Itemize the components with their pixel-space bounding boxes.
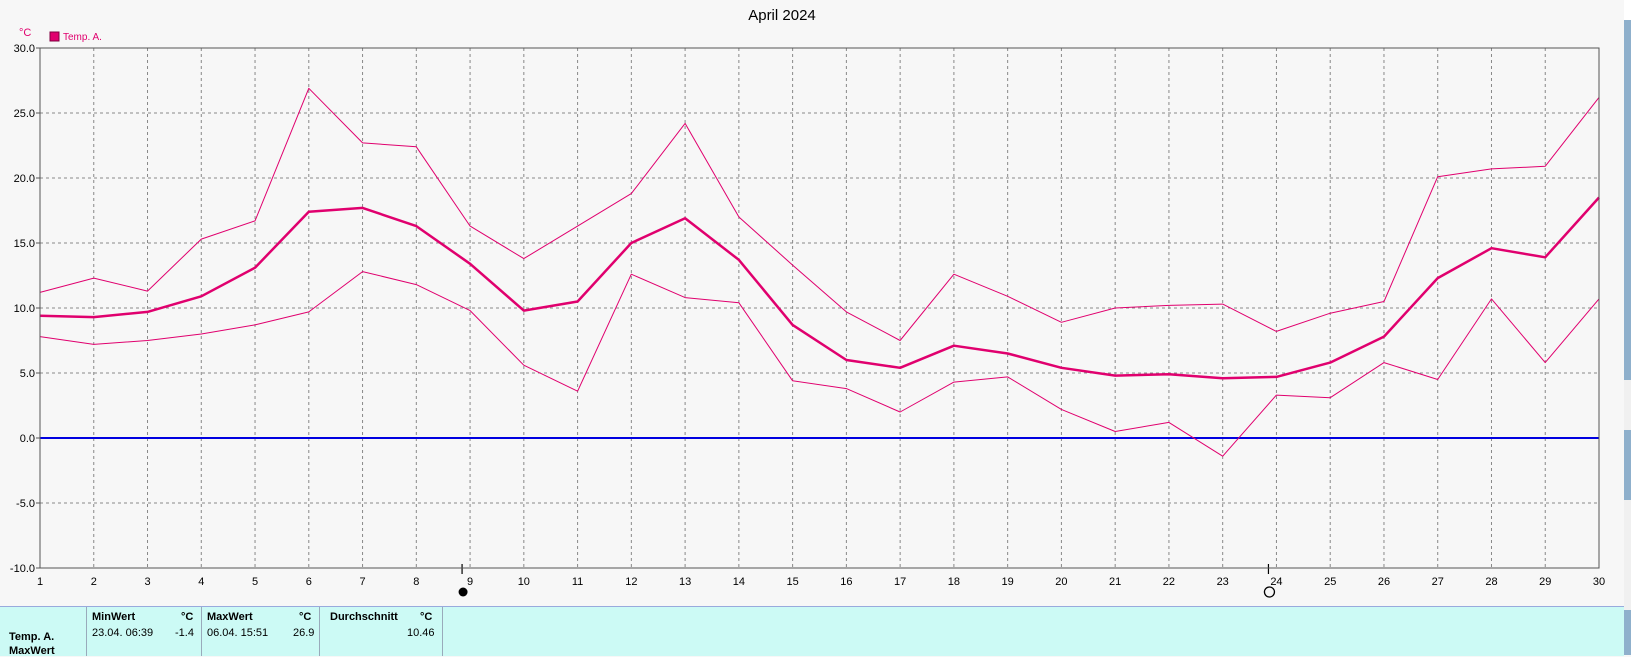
avg-unit: °C bbox=[420, 611, 433, 623]
x-tick-label: 30 bbox=[1593, 576, 1605, 588]
max-unit: °C bbox=[299, 611, 312, 623]
legend-label: Temp. A. bbox=[63, 32, 102, 43]
max-value: 26.9 bbox=[293, 627, 315, 639]
x-tick-label: 22 bbox=[1163, 576, 1175, 588]
x-tick-label: 16 bbox=[840, 576, 852, 588]
avg-value: 10.46 bbox=[407, 627, 435, 639]
min-value: -1.4 bbox=[175, 627, 194, 639]
y-tick-label: 5.0 bbox=[20, 368, 35, 380]
x-tick-label: 20 bbox=[1055, 576, 1067, 588]
y-tick-label: -10.0 bbox=[10, 563, 35, 575]
y-tick-label: 0.0 bbox=[20, 433, 35, 445]
legend-swatch bbox=[49, 31, 60, 42]
x-tick-label: 13 bbox=[679, 576, 691, 588]
x-tick-label: 19 bbox=[1002, 576, 1014, 588]
plot-area-frame bbox=[39, 47, 1600, 569]
max-header: MaxWert bbox=[207, 611, 253, 623]
min-unit: °C bbox=[181, 611, 194, 623]
x-tick-label: 17 bbox=[894, 576, 906, 588]
x-tick-label: 29 bbox=[1539, 576, 1551, 588]
series-line-mean bbox=[39, 196, 1600, 380]
min-header: MinWert bbox=[92, 611, 136, 623]
y-tick-label: 20.0 bbox=[14, 173, 35, 185]
y-tick-label: 30.0 bbox=[14, 43, 35, 55]
x-tick-label: 6 bbox=[306, 576, 312, 588]
x-tick-label: 24 bbox=[1270, 576, 1282, 588]
x-tick-label: 11 bbox=[572, 576, 583, 588]
y-tick-label: 10.0 bbox=[14, 303, 35, 315]
x-tick-label: 25 bbox=[1324, 576, 1336, 588]
max-timestamp: 06.04. 15:51 bbox=[207, 627, 269, 639]
avg-header: Durchschnitt bbox=[330, 611, 398, 623]
statistics-panel: Temp. A. MaxWert MinWert °C 23.04. 06:39… bbox=[0, 606, 1624, 657]
new-moon-icon bbox=[458, 587, 468, 597]
x-tick-label: 27 bbox=[1432, 576, 1444, 588]
temperature-chart: April 2024 °C Temp. A. 30.025.020.015.01… bbox=[10, 7, 1605, 598]
min-timestamp: 23.04. 06:39 bbox=[92, 627, 154, 639]
x-tick-label: 7 bbox=[359, 576, 365, 588]
series-line-min bbox=[39, 271, 1600, 457]
x-tick-label: 8 bbox=[413, 576, 419, 588]
x-tick-label: 2 bbox=[91, 576, 97, 588]
x-tick-label: 10 bbox=[518, 576, 530, 588]
stats-label-cell: Temp. A. MaxWert bbox=[0, 607, 87, 657]
x-tick-label: 15 bbox=[786, 576, 798, 588]
stats-avg-cell: Durchschnitt °C 10.46 bbox=[320, 607, 443, 656]
plot-background bbox=[40, 48, 1599, 568]
x-tick-label: 21 bbox=[1109, 576, 1121, 588]
window-scrollbar-edge[interactable] bbox=[1624, 0, 1631, 655]
x-tick-label: 23 bbox=[1217, 576, 1229, 588]
stats-row-label-2: MaxWert bbox=[9, 645, 55, 657]
x-tick-label: 26 bbox=[1378, 576, 1390, 588]
full-moon-icon bbox=[1263, 586, 1276, 598]
x-tick-label: 28 bbox=[1485, 576, 1497, 588]
x-tick-label: 4 bbox=[198, 576, 204, 588]
y-axis-unit: °C bbox=[19, 27, 31, 39]
stats-min-cell: MinWert °C 23.04. 06:39 -1.4 bbox=[87, 607, 202, 656]
x-tick-label: 1 bbox=[37, 576, 43, 588]
x-tick-label: 3 bbox=[144, 576, 150, 588]
y-tick-label: 25.0 bbox=[14, 108, 35, 120]
y-tick-label: 15.0 bbox=[14, 238, 35, 250]
x-tick-label: 14 bbox=[733, 576, 745, 588]
stats-row-label: Temp. A. bbox=[9, 631, 55, 643]
x-tick-label: 9 bbox=[467, 576, 473, 588]
x-tick-label: 12 bbox=[625, 576, 637, 588]
y-tick-label: -5.0 bbox=[16, 498, 35, 510]
x-tick-label: 5 bbox=[252, 576, 258, 588]
chart-title: April 2024 bbox=[748, 7, 816, 24]
stats-max-cell: MaxWert °C 06.04. 15:51 26.9 bbox=[202, 607, 320, 656]
series-line-max bbox=[39, 87, 1600, 341]
x-tick-label: 18 bbox=[948, 576, 960, 588]
